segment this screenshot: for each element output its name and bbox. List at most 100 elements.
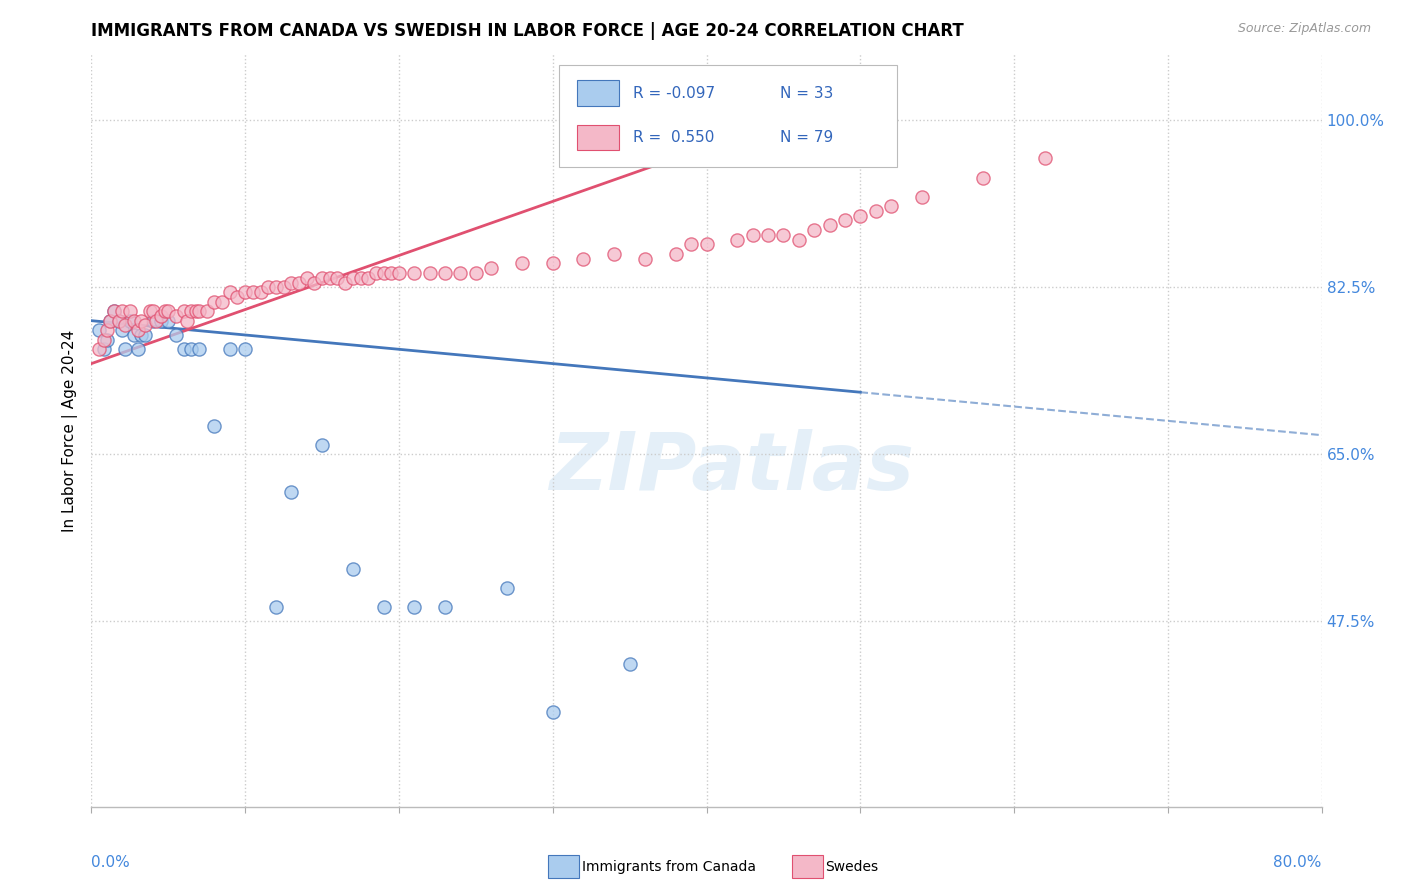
Point — [572, 252, 595, 266]
Point — [388, 266, 411, 280]
Point — [419, 266, 441, 280]
Point — [118, 304, 141, 318]
Point — [103, 304, 125, 318]
Point — [741, 227, 763, 242]
Text: ZIPatlas: ZIPatlas — [548, 429, 914, 507]
Text: R = -0.097: R = -0.097 — [633, 86, 714, 101]
Point — [149, 309, 172, 323]
Point — [849, 209, 872, 223]
Point — [173, 304, 195, 318]
Point — [184, 304, 207, 318]
Point — [380, 266, 402, 280]
Point — [404, 599, 426, 614]
Point — [242, 285, 264, 299]
Point — [634, 252, 657, 266]
Point — [149, 313, 172, 327]
Point — [803, 223, 825, 237]
Point — [226, 290, 249, 304]
Point — [118, 313, 141, 327]
Y-axis label: In Labor Force | Age 20-24: In Labor Force | Age 20-24 — [62, 329, 77, 532]
Point — [510, 256, 533, 270]
Point — [180, 343, 202, 357]
Point — [972, 170, 994, 185]
Point — [139, 304, 162, 318]
Point — [364, 266, 387, 280]
Text: 80.0%: 80.0% — [1274, 855, 1322, 870]
Text: N = 33: N = 33 — [780, 86, 834, 101]
Point — [114, 343, 136, 357]
Text: N = 79: N = 79 — [780, 130, 834, 145]
Point — [911, 189, 934, 203]
Point — [233, 343, 256, 357]
Point — [218, 285, 240, 299]
Point — [295, 270, 318, 285]
Point — [280, 276, 302, 290]
Point — [280, 485, 302, 500]
Point — [249, 285, 271, 299]
Point — [434, 266, 457, 280]
Point — [349, 270, 371, 285]
Point — [273, 280, 295, 294]
Point — [756, 227, 779, 242]
Point — [681, 237, 703, 252]
Point — [304, 276, 326, 290]
Point — [157, 313, 180, 327]
Point — [319, 270, 342, 285]
Point — [173, 343, 195, 357]
Text: 0.0%: 0.0% — [91, 855, 131, 870]
Point — [342, 270, 364, 285]
Point — [129, 313, 152, 327]
Text: Source: ZipAtlas.com: Source: ZipAtlas.com — [1237, 22, 1371, 36]
Text: R =  0.550: R = 0.550 — [633, 130, 714, 145]
Point — [211, 294, 233, 309]
Point — [93, 343, 115, 357]
Point — [127, 343, 149, 357]
Point — [865, 203, 887, 218]
Text: Immigrants from Canada: Immigrants from Canada — [582, 860, 756, 874]
Point — [98, 313, 121, 327]
Point — [264, 280, 287, 294]
Point — [264, 599, 287, 614]
Point — [342, 562, 364, 576]
Point — [103, 304, 125, 318]
Point — [180, 304, 202, 318]
Point — [202, 294, 225, 309]
Point — [233, 285, 256, 299]
Point — [1033, 152, 1056, 166]
Point — [134, 328, 156, 343]
Point — [464, 266, 486, 280]
Point — [165, 328, 187, 343]
Point — [818, 219, 841, 233]
Point — [98, 313, 121, 327]
Point — [188, 343, 211, 357]
Point — [96, 333, 118, 347]
Point — [696, 237, 718, 252]
Point — [195, 304, 218, 318]
Point — [108, 313, 131, 327]
Point — [142, 313, 165, 327]
Point — [129, 328, 152, 343]
Point — [96, 323, 118, 337]
Point — [326, 270, 349, 285]
Point — [479, 261, 502, 276]
Point — [202, 418, 225, 433]
Point — [157, 304, 180, 318]
Point — [188, 304, 211, 318]
Point — [165, 309, 187, 323]
Point — [404, 266, 426, 280]
Point — [603, 247, 626, 261]
Point — [311, 270, 333, 285]
Point — [111, 304, 134, 318]
Point — [124, 313, 146, 327]
Point — [333, 276, 356, 290]
Point — [134, 318, 156, 333]
Point — [772, 227, 794, 242]
Point — [127, 323, 149, 337]
Point — [257, 280, 280, 294]
Point — [449, 266, 471, 280]
Point — [311, 438, 333, 452]
Point — [357, 270, 380, 285]
Point — [288, 276, 311, 290]
Point — [834, 213, 856, 227]
Point — [495, 581, 517, 595]
